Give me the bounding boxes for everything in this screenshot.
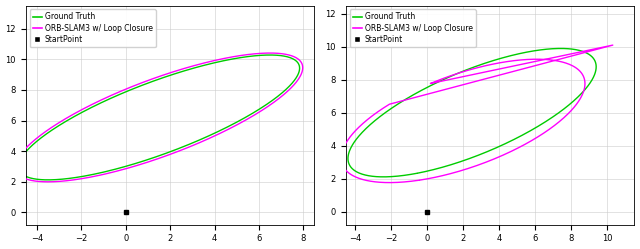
Legend: Ground Truth, ORB-SLAM3 w/ Loop Closure, StartPoint: Ground Truth, ORB-SLAM3 w/ Loop Closure,… [29,9,156,47]
Legend: Ground Truth, ORB-SLAM3 w/ Loop Closure, StartPoint: Ground Truth, ORB-SLAM3 w/ Loop Closure,… [349,9,476,47]
